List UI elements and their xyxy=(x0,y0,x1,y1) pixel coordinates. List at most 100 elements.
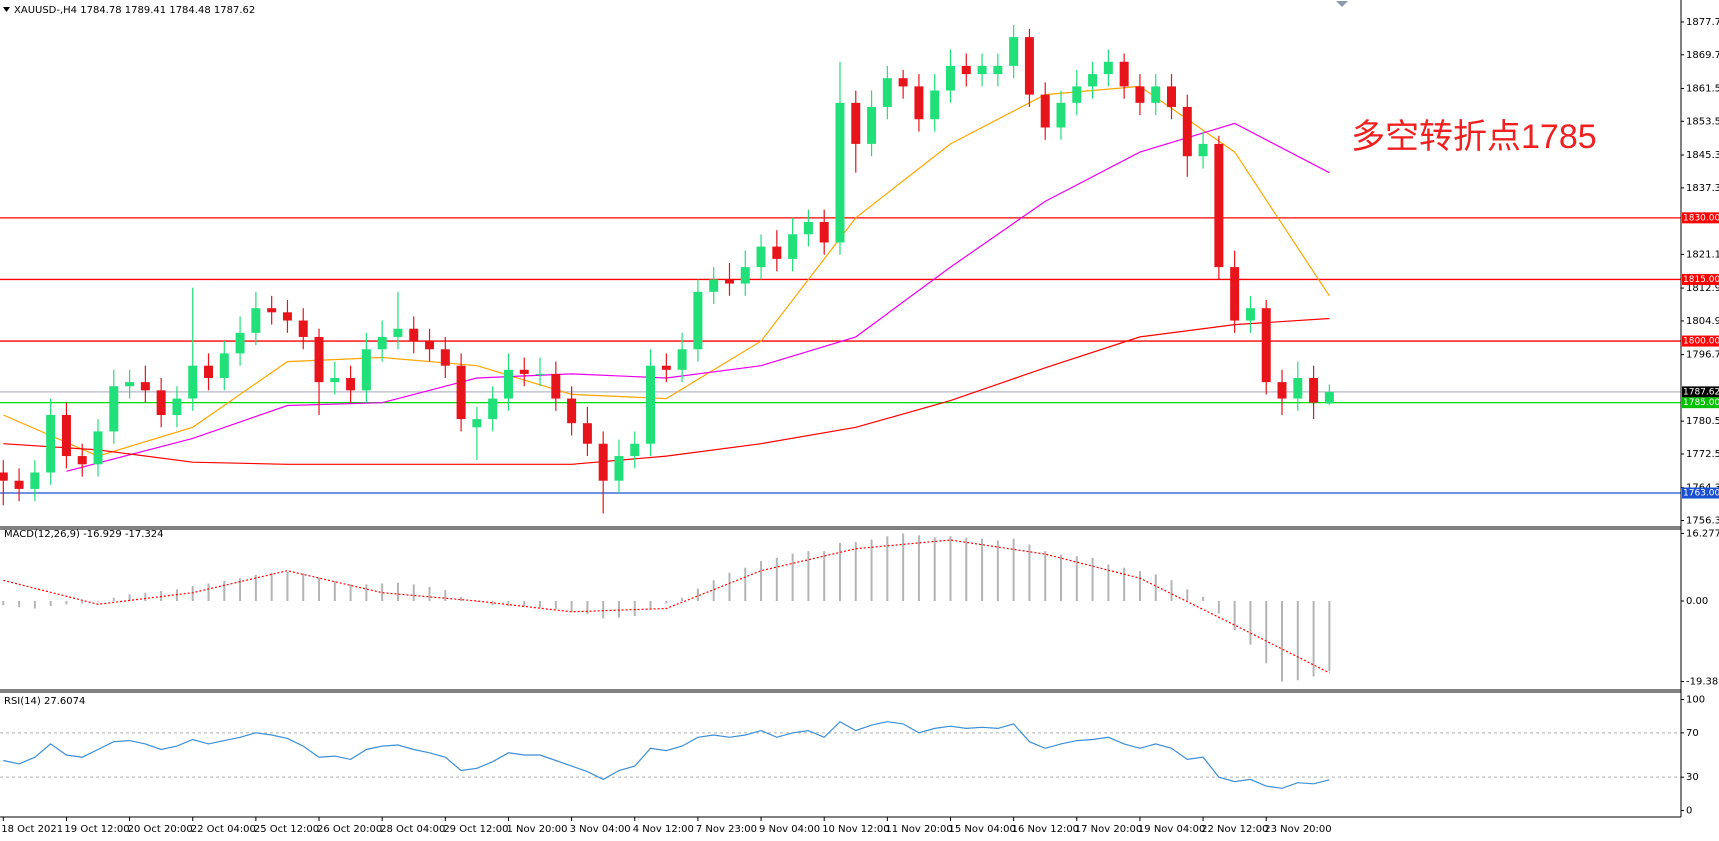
x-tick-label: 22 Oct 04:00 xyxy=(191,824,256,835)
high: 1789.41 xyxy=(125,5,166,16)
candle-body xyxy=(456,365,466,420)
x-tick-label: 29 Oct 12:00 xyxy=(443,824,508,835)
low: 1784.48 xyxy=(169,5,210,16)
x-tick-label: 26 Oct 20:00 xyxy=(317,824,382,835)
close: 1787.62 xyxy=(214,5,255,16)
x-tick-label: 19 Nov 04:00 xyxy=(1138,824,1205,835)
candle-body xyxy=(598,443,608,481)
candle-body xyxy=(1277,382,1287,399)
rsi-value: 27.6074 xyxy=(44,696,85,707)
y-tick-label: 1853.50 xyxy=(1686,116,1719,127)
candle-body xyxy=(835,102,845,243)
candle-body xyxy=(30,472,40,489)
candle-body xyxy=(219,353,229,379)
candle-body xyxy=(204,365,214,379)
candle-body xyxy=(1072,86,1082,103)
candle-body xyxy=(172,398,182,415)
annotation: 多空转折点1785 xyxy=(1351,118,1597,156)
candle-body xyxy=(1324,391,1334,404)
candle-body xyxy=(961,65,971,75)
candle-body xyxy=(425,341,435,350)
x-tick-label: 4 Nov 12:00 xyxy=(633,824,694,835)
x-tick-label: 1 Nov 20:00 xyxy=(506,824,567,835)
candle-body xyxy=(46,414,56,473)
candle-body xyxy=(582,423,592,444)
candle-body xyxy=(977,65,987,75)
y-tick-label: 0.00 xyxy=(1686,596,1708,607)
candle-body xyxy=(1261,308,1271,383)
candle-body xyxy=(1103,61,1113,75)
candle-body xyxy=(740,267,750,284)
candle-body xyxy=(803,221,813,235)
y-tick-label: 1812.90 xyxy=(1686,283,1719,294)
y-tick-label: 70 xyxy=(1686,728,1699,739)
candle-body xyxy=(1245,308,1255,321)
candle-body xyxy=(788,234,798,259)
candle-body xyxy=(251,308,261,333)
candle-body xyxy=(709,279,719,292)
x-tick-label: 10 Nov 12:00 xyxy=(822,824,889,835)
y-tick-label: 1837.30 xyxy=(1686,183,1719,194)
shift-marker xyxy=(1336,1,1348,7)
signal-value: -17.324 xyxy=(125,529,164,540)
y-tick-label: 100 xyxy=(1686,695,1705,706)
candle-body xyxy=(346,378,356,391)
candle-body xyxy=(882,78,892,107)
candle-body xyxy=(756,246,766,268)
candle-body xyxy=(1040,94,1050,128)
marks-layer xyxy=(0,24,1334,789)
candle-body xyxy=(930,90,940,120)
macd-value: -16.929 xyxy=(83,529,122,540)
candle-body xyxy=(1135,86,1145,103)
level-label-box xyxy=(1682,487,1719,499)
level-label: 1785.00 xyxy=(1683,398,1719,408)
candle-body xyxy=(851,102,861,144)
y-tick-label: 1772.50 xyxy=(1686,449,1719,460)
candle-body xyxy=(1182,106,1192,157)
candle-body xyxy=(646,365,656,444)
candle-body xyxy=(1309,378,1319,403)
level-label-box xyxy=(1682,386,1719,398)
candle-body xyxy=(330,378,340,383)
candle-body xyxy=(188,365,198,399)
candle-body xyxy=(914,86,924,120)
candle-body xyxy=(93,431,103,465)
candle-body xyxy=(677,349,687,370)
candle-body xyxy=(361,349,371,391)
level-label: 1815.00 xyxy=(1683,275,1719,285)
x-tick-label: 23 Nov 20:00 xyxy=(1264,824,1331,835)
candle-body xyxy=(314,336,324,383)
candle-body xyxy=(1009,37,1019,66)
candle-body xyxy=(693,291,703,350)
candle-body xyxy=(125,382,135,387)
symbol: XAUUSD-,H4 xyxy=(14,5,77,16)
candle-body xyxy=(235,332,245,354)
candle-body xyxy=(945,65,955,91)
y-tick-label: 1821.10 xyxy=(1686,249,1719,260)
x-tick-label: 25 Oct 12:00 xyxy=(254,824,319,835)
macd-name: MACD(12,26,9) xyxy=(4,529,80,540)
candle-body xyxy=(567,398,577,424)
x-tick-label: 9 Nov 04:00 xyxy=(759,824,820,835)
x-tick-label: 11 Nov 20:00 xyxy=(885,824,952,835)
candle-body xyxy=(1056,102,1066,128)
candle-body xyxy=(282,312,292,321)
x-tick-label: 18 Oct 2021 xyxy=(1,824,63,835)
y-tick-label: 1804.90 xyxy=(1686,316,1719,327)
x-tick-label: 3 Nov 04:00 xyxy=(570,824,631,835)
rsi-header: RSI(14) 27.6074 xyxy=(4,696,85,707)
y-tick-label: 1780.50 xyxy=(1686,416,1719,427)
candle-body xyxy=(267,308,277,313)
candle-body xyxy=(772,246,782,259)
y-tick-label: -19.389 xyxy=(1686,676,1719,687)
candle-body xyxy=(488,398,498,420)
x-tick-label: 19 Oct 12:00 xyxy=(64,824,129,835)
candle-body xyxy=(1119,61,1129,87)
y-tick-label: 0 xyxy=(1686,805,1692,816)
candle-body xyxy=(472,419,482,428)
candle-body xyxy=(140,382,150,391)
moving-average xyxy=(3,317,1330,465)
candle-body xyxy=(1024,37,1034,95)
candle-body xyxy=(993,65,1003,75)
